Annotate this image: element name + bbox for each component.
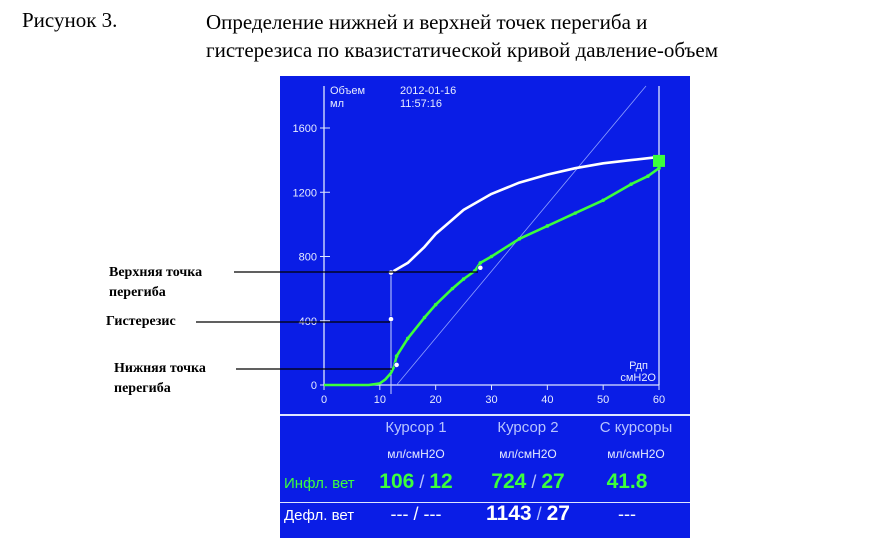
x-tick-label: 10 xyxy=(374,394,386,406)
inflation-point xyxy=(450,286,455,291)
screen-date: 2012-01-16 xyxy=(400,85,456,97)
inflation-cursor-2-value: 724 / 27 xyxy=(474,470,582,494)
reference-diagonal xyxy=(396,85,647,386)
upper-inflection-annotation: Верхняя точка перегиба xyxy=(109,263,202,303)
y-tick-label: 1600 xyxy=(293,123,317,135)
inflation-point xyxy=(394,354,399,358)
lower-inflection-line-1: Нижняя точка xyxy=(114,361,206,376)
inflation-point xyxy=(646,174,650,178)
inflation-cursor-1-value: 106 / 12 xyxy=(362,470,470,494)
inflation-point xyxy=(461,277,466,281)
deflation-cursor-1-value: --- / --- xyxy=(362,504,470,525)
inflation-row-label: Инфл. вет xyxy=(284,475,355,492)
inflation-cursor-1-pressure: 12 xyxy=(429,470,453,493)
figure-label: Рисунок 3. xyxy=(22,8,118,32)
cursor-2-header: Курсор 2 xyxy=(497,419,559,436)
value-separator: / xyxy=(536,504,542,524)
x-tick-label: 60 xyxy=(653,394,665,406)
inflation-cursor-2-pressure: 27 xyxy=(541,470,565,493)
inflation-point xyxy=(657,166,661,170)
inflation-point xyxy=(433,302,438,307)
inflation-point xyxy=(517,237,522,241)
inflation-between-cursors-value: 41.8 xyxy=(606,470,648,493)
screen-time: 11:57:16 xyxy=(400,98,442,110)
value-separator: / xyxy=(413,504,419,524)
deflation-between-cursors-value: --- xyxy=(618,504,636,524)
lower-inflection-line-2: перегиба xyxy=(114,381,171,396)
y-axis-unit: мл xyxy=(330,98,344,110)
hysteresis-annotation: Гистерезис xyxy=(106,314,176,329)
deflation-row-label: Дефл. вет xyxy=(284,507,355,524)
inflation-curve xyxy=(324,167,660,387)
inflation-point xyxy=(629,182,633,187)
between-cursors-header: С курсоры xyxy=(599,419,673,436)
inflection-marker xyxy=(477,264,484,271)
y-tick-label: 800 xyxy=(299,252,317,264)
pv-loop-chart: Объем мл 2012-01-16 11:57:16 Рдп смН2О 0… xyxy=(293,85,666,406)
inflation-point xyxy=(573,211,578,215)
y-tick-label: 0 xyxy=(311,380,317,392)
upper-inflection-line-2: перегиба xyxy=(109,285,166,300)
deflation-cursor-2-value: 1143 / 27 xyxy=(474,502,582,526)
inflation-point xyxy=(478,261,483,265)
figure-title: Определение нижней и верхней точек перег… xyxy=(206,8,718,64)
x-tick-label: 0 xyxy=(321,394,327,406)
inflation-point xyxy=(405,336,410,341)
table-divider-bottom xyxy=(280,502,690,503)
x-tick-label: 40 xyxy=(541,394,553,406)
inflation-point xyxy=(545,224,550,228)
deflation-cursor-2-pressure: 27 xyxy=(546,502,570,525)
inflection-marker xyxy=(388,316,394,323)
upper-inflection-line-1: Верхняя точка xyxy=(109,265,203,280)
inflation-point xyxy=(472,269,477,273)
x-axis-unit: смН2О xyxy=(620,372,656,384)
cursor-2-unit: мл/смН2О xyxy=(499,447,557,461)
between-cursors-unit: мл/смН2О xyxy=(607,447,665,461)
x-tick-label: 20 xyxy=(430,394,442,406)
x-tick-label: 50 xyxy=(597,394,609,406)
inflation-point xyxy=(601,198,605,203)
inflation-point xyxy=(489,254,494,259)
cursor-1-header: Курсор 1 xyxy=(385,419,447,436)
figure-title-line-2: гистерезиса по квазистатической кривой д… xyxy=(206,38,718,62)
deflation-cursor-1-compliance: --- xyxy=(390,504,409,524)
table-divider-top xyxy=(280,414,690,416)
cursor-1-unit: мл/смН2О xyxy=(387,447,445,461)
deflation-cursor-1-pressure: --- xyxy=(423,504,442,524)
inflation-point xyxy=(422,315,427,320)
loop-end-marker xyxy=(653,154,665,167)
inflation-cursor-2-compliance: 724 xyxy=(491,470,527,493)
y-tick-label: 400 xyxy=(299,316,317,328)
y-tick-label: 1200 xyxy=(293,187,317,199)
value-separator: / xyxy=(419,472,425,492)
y-axis-label: Объем xyxy=(330,85,365,97)
deflation-curve xyxy=(390,155,660,274)
inflation-cursor-1-compliance: 106 xyxy=(379,470,415,493)
lower-inflection-annotation: Нижняя точка перегиба xyxy=(114,359,206,399)
figure-title-line-1: Определение нижней и верхней точек перег… xyxy=(206,10,648,34)
x-axis-label: Рдп xyxy=(629,360,648,372)
ventilator-screen: Объем мл 2012-01-16 11:57:16 Рдп смН2О 0… xyxy=(280,76,690,538)
value-separator: / xyxy=(531,472,537,492)
x-tick-label: 30 xyxy=(485,394,497,406)
inflection-marker xyxy=(388,269,394,276)
inflection-marker xyxy=(393,362,400,368)
deflation-cursor-2-compliance: 1143 xyxy=(486,502,532,525)
